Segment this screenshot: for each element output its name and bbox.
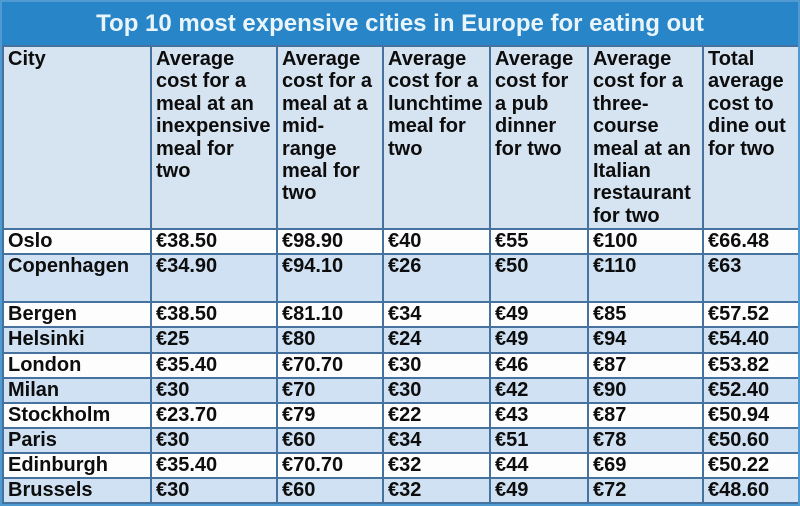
cost-cell: €52.40 bbox=[702, 376, 798, 404]
column-header-lunchtime-meal: Average cost for a lunchtime meal for tw… bbox=[382, 44, 491, 231]
table-row-brussels: Brussels €30 €60 €32 €49 €72 €48.60 bbox=[2, 476, 798, 504]
cost-cell: €51 bbox=[489, 426, 589, 454]
table-body: Oslo €38.50 €98.90 €40 €55 €100 €66.48 Copenhag… bbox=[2, 228, 798, 504]
cost-cell: €40 bbox=[382, 228, 491, 256]
city-cell: Helsinki bbox=[2, 326, 152, 354]
cost-cell: €32 bbox=[382, 451, 491, 479]
cost-cell: €50.60 bbox=[702, 426, 798, 454]
cost-cell: €80 bbox=[276, 326, 384, 354]
city-cell: Brussels bbox=[2, 476, 152, 504]
header-row: City Average cost for a meal at an inexpe… bbox=[2, 44, 798, 231]
cost-cell: €34 bbox=[382, 301, 491, 329]
city-cell: Edinburgh bbox=[2, 451, 152, 479]
cost-cell: €24 bbox=[382, 326, 491, 354]
column-header-pub-dinner: Average cost for a pub dinner for two bbox=[489, 44, 589, 231]
cost-cell: €32 bbox=[382, 476, 491, 504]
cost-cell: €50.94 bbox=[702, 401, 798, 429]
table-row-bergen: Bergen €38.50 €81.10 €34 €49 €85 €57.52 bbox=[2, 301, 798, 329]
table-row-helsinki: Helsinki €25 €80 €24 €49 €94 €54.40 bbox=[2, 326, 798, 354]
cost-cell: €78 bbox=[587, 426, 704, 454]
cost-cell: €94.10 bbox=[276, 253, 384, 304]
cost-cell: €60 bbox=[276, 476, 384, 504]
cost-cell: €69 bbox=[587, 451, 704, 479]
cost-cell: €90 bbox=[587, 376, 704, 404]
cost-cell: €46 bbox=[489, 351, 589, 379]
cost-cell: €44 bbox=[489, 451, 589, 479]
cost-cell: €50.22 bbox=[702, 451, 798, 479]
cost-cell: €48.60 bbox=[702, 476, 798, 504]
column-header-inexpensive-meal: Average cost for a meal at an inexpensiv… bbox=[150, 44, 278, 231]
cost-cell: €57.52 bbox=[702, 301, 798, 329]
cost-cell: €25 bbox=[150, 326, 278, 354]
cost-cell: €87 bbox=[587, 351, 704, 379]
cost-cell: €26 bbox=[382, 253, 491, 304]
cost-cell: €60 bbox=[276, 426, 384, 454]
table-row-edinburgh: Edinburgh €35.40 €70.70 €32 €44 €69 €50.22 bbox=[2, 451, 798, 479]
cost-cell: €87 bbox=[587, 401, 704, 429]
cost-cell: €49 bbox=[489, 301, 589, 329]
city-cell: Copenhagen bbox=[2, 253, 152, 304]
table-row-milan: Milan €30 €70 €30 €42 €90 €52.40 bbox=[2, 376, 798, 404]
cost-cell: €53.82 bbox=[702, 351, 798, 379]
cost-cell: €72 bbox=[587, 476, 704, 504]
city-cell: Bergen bbox=[2, 301, 152, 329]
cost-cell: €30 bbox=[382, 376, 491, 404]
cost-cell: €30 bbox=[150, 376, 278, 404]
cost-cell: €70.70 bbox=[276, 351, 384, 379]
cost-cell: €49 bbox=[489, 476, 589, 504]
cost-cell: €34.90 bbox=[150, 253, 278, 304]
cost-cell: €98.90 bbox=[276, 228, 384, 256]
cost-cell: €35.40 bbox=[150, 451, 278, 479]
column-header-total-average: Total average cost to dine out for two bbox=[702, 44, 798, 231]
table-row-paris: Paris €30 €60 €34 €51 €78 €50.60 bbox=[2, 426, 798, 454]
city-cell: Paris bbox=[2, 426, 152, 454]
column-header-midrange-meal: Average cost for a meal at a mid-range m… bbox=[276, 44, 384, 231]
cost-cell: €85 bbox=[587, 301, 704, 329]
cost-cell: €22 bbox=[382, 401, 491, 429]
column-header-city: City bbox=[2, 44, 152, 231]
city-cell: London bbox=[2, 351, 152, 379]
table-row-oslo: Oslo €38.50 €98.90 €40 €55 €100 €66.48 bbox=[2, 228, 798, 256]
cost-cell: €23.70 bbox=[150, 401, 278, 429]
column-header-italian-meal: Average cost for a three-course meal at … bbox=[587, 44, 704, 231]
cost-cell: €63 bbox=[702, 253, 798, 304]
cost-cell: €70 bbox=[276, 376, 384, 404]
cost-cell: €30 bbox=[382, 351, 491, 379]
cost-cell: €54.40 bbox=[702, 326, 798, 354]
cost-cell: €50 bbox=[489, 253, 589, 304]
chart-title: Top 10 most expensive cities in Europe f… bbox=[2, 2, 798, 45]
cost-cell: €34 bbox=[382, 426, 491, 454]
city-cell: Stockholm bbox=[2, 401, 152, 429]
cost-cell: €79 bbox=[276, 401, 384, 429]
table-row-stockholm: Stockholm €23.70 €79 €22 €43 €87 €50.94 bbox=[2, 401, 798, 429]
cost-cell: €55 bbox=[489, 228, 589, 256]
cost-cell: €49 bbox=[489, 326, 589, 354]
cost-cell: €94 bbox=[587, 326, 704, 354]
city-cell: Milan bbox=[2, 376, 152, 404]
cost-cell: €70.70 bbox=[276, 451, 384, 479]
table-row-london: London €35.40 €70.70 €30 €46 €87 €53.82 bbox=[2, 351, 798, 379]
city-cell: Oslo bbox=[2, 228, 152, 256]
cost-cell: €30 bbox=[150, 426, 278, 454]
table-row-copenhagen: Copenhagen €34.90 €94.10 €26 €50 €110 €63 bbox=[2, 253, 798, 304]
cost-cell: €81.10 bbox=[276, 301, 384, 329]
cost-cell: €38.50 bbox=[150, 301, 278, 329]
costs-table: City Average cost for a meal at an inexpe… bbox=[2, 44, 798, 504]
cost-cell: €100 bbox=[587, 228, 704, 256]
cost-cell: €110 bbox=[587, 253, 704, 304]
cost-cell: €66.48 bbox=[702, 228, 798, 256]
cost-cell: €38.50 bbox=[150, 228, 278, 256]
cost-cell: €42 bbox=[489, 376, 589, 404]
cost-cell: €30 bbox=[150, 476, 278, 504]
cost-cell: €35.40 bbox=[150, 351, 278, 379]
cost-cell: €43 bbox=[489, 401, 589, 429]
